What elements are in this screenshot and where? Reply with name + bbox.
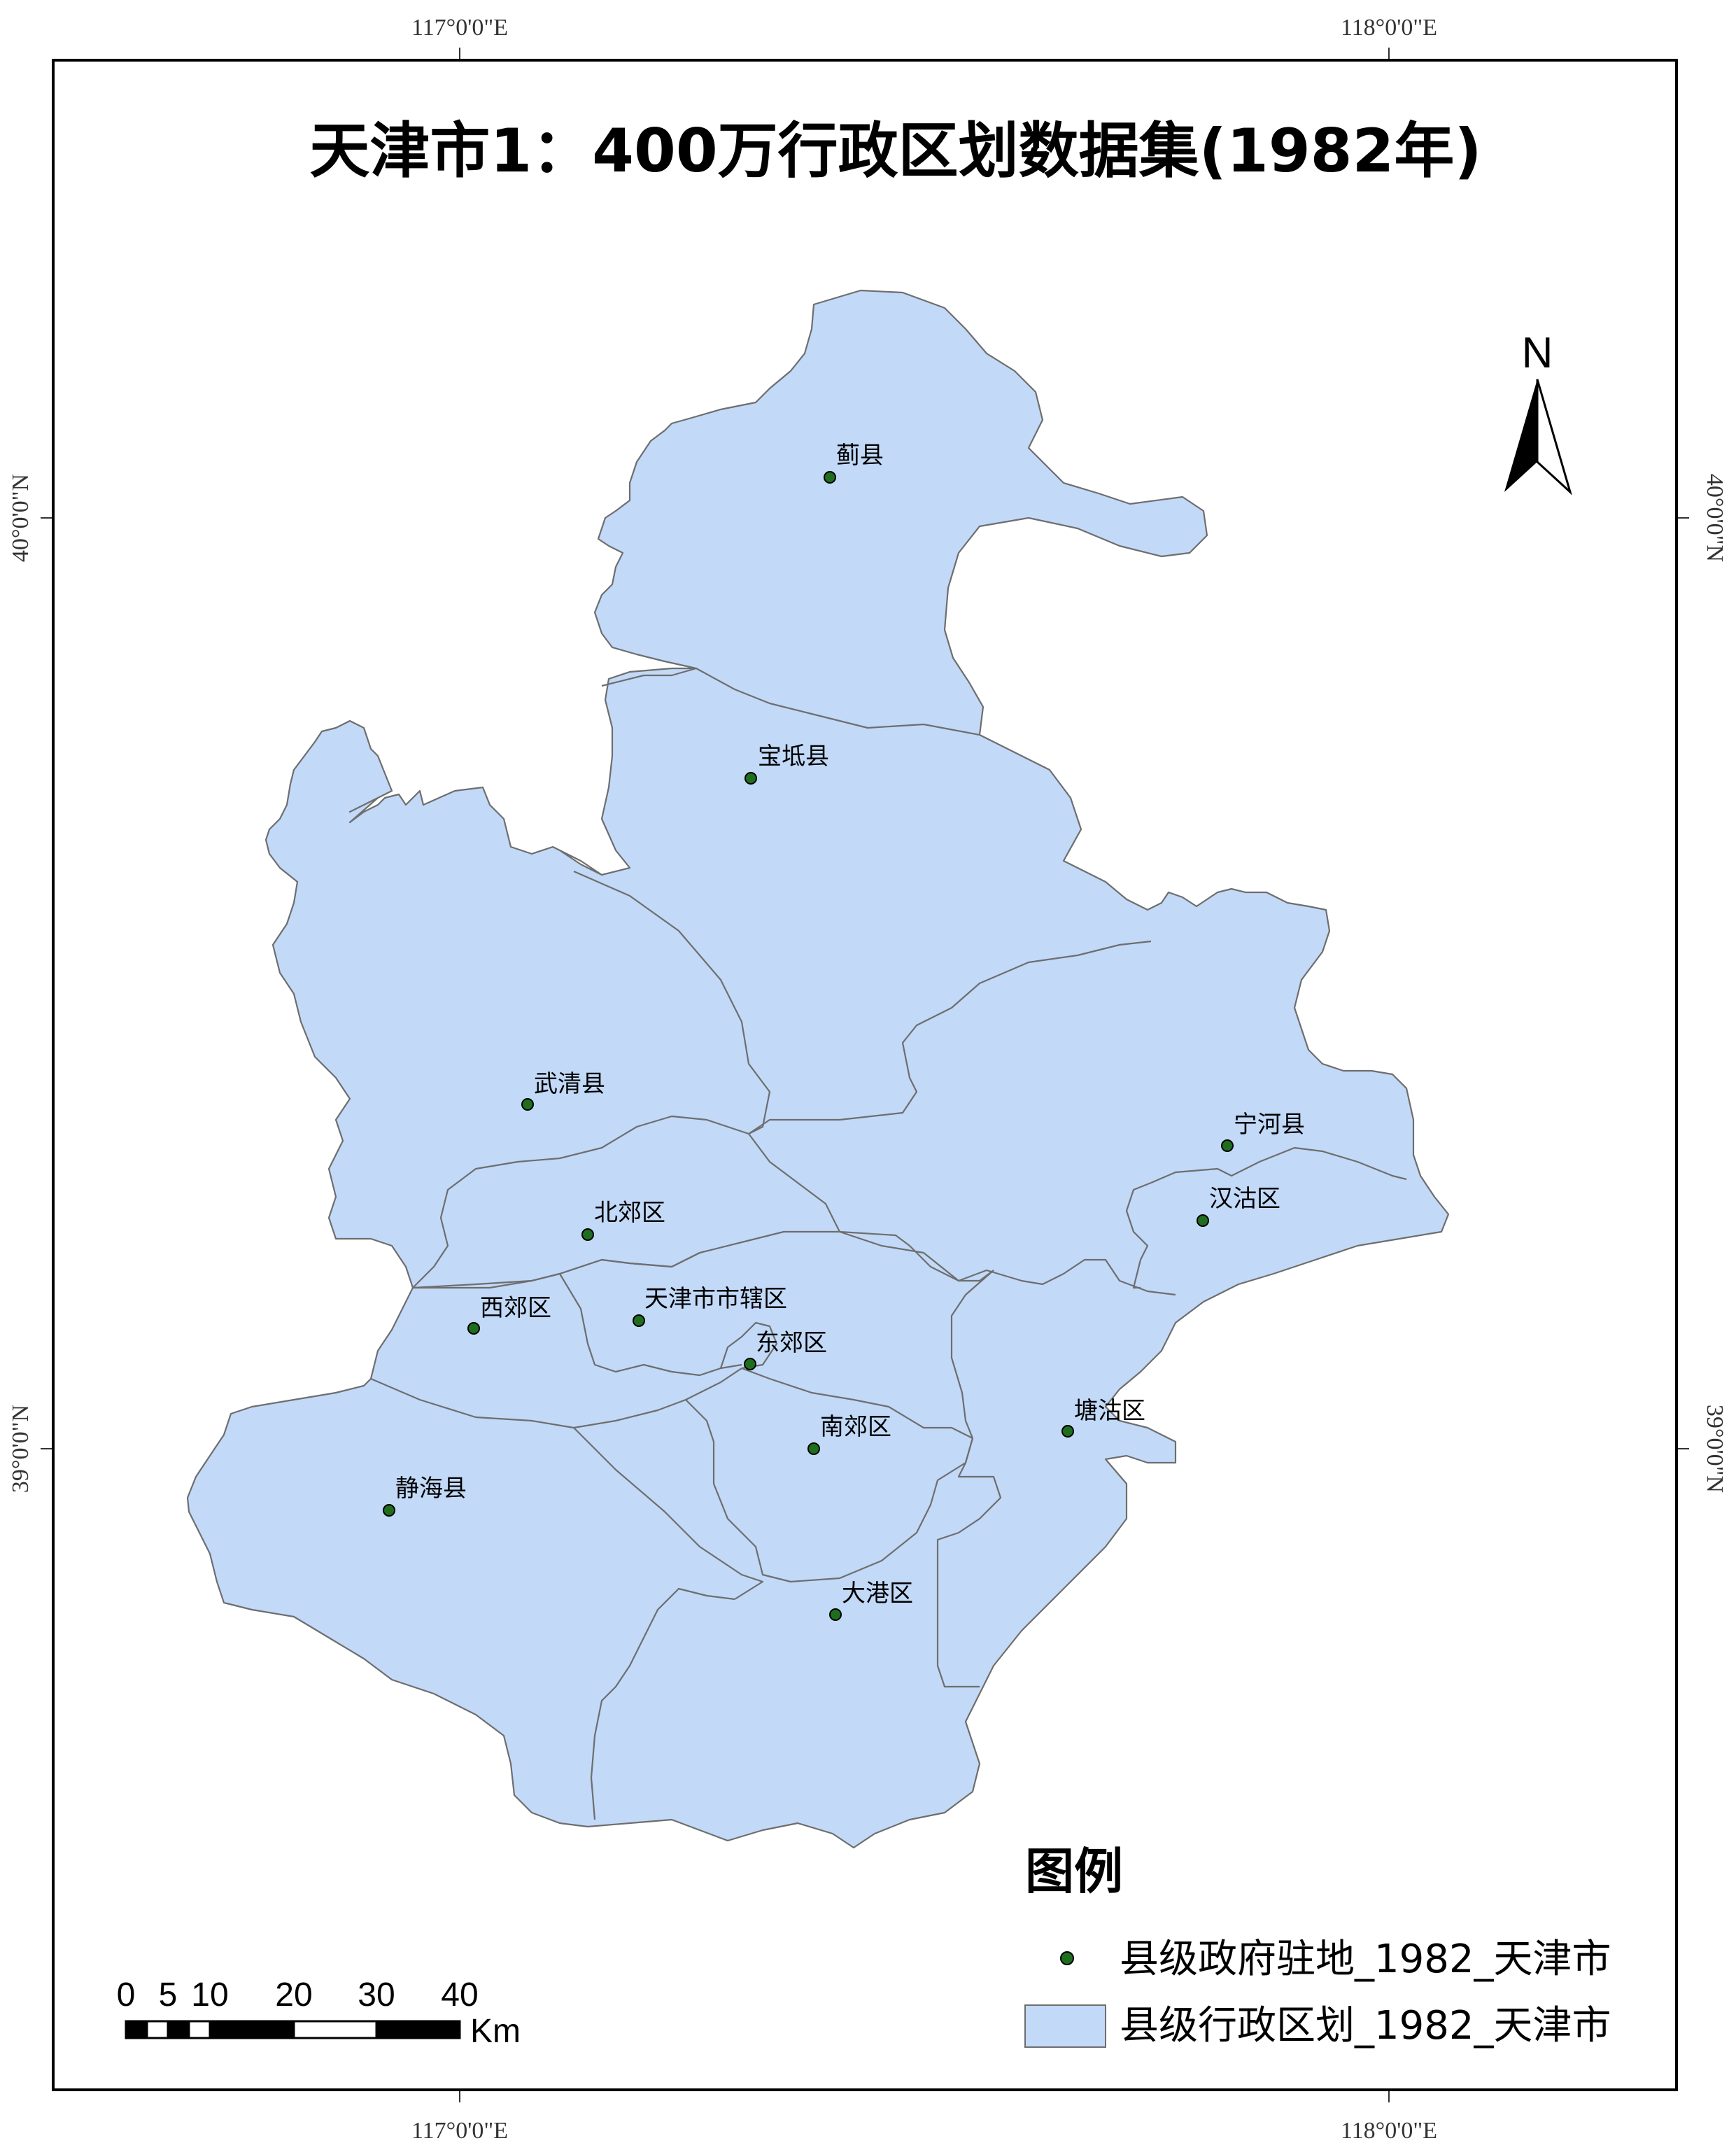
lat-label-right-39: 39°0'0"N bbox=[1702, 1405, 1728, 1493]
seat-beijiao[interactable]: 北郊区 bbox=[581, 1199, 665, 1241]
scale-bar-segments bbox=[125, 2020, 461, 2039]
seat-label: 北郊区 bbox=[594, 1199, 665, 1227]
legend-fill-label: 县级行政区划_1982_天津市 bbox=[1120, 2003, 1611, 2049]
map-frame bbox=[52, 59, 1678, 2091]
seat-dot bbox=[824, 471, 836, 484]
seat-label: 蓟县 bbox=[836, 442, 884, 470]
seat-dot bbox=[467, 1322, 480, 1335]
seat-hangu[interactable]: 汉沽区 bbox=[1197, 1185, 1280, 1227]
scale-label-0: 0 bbox=[117, 1976, 136, 2014]
seat-label: 天津市市辖区 bbox=[644, 1285, 787, 1313]
lon-label-top-117: 117°0'0"E bbox=[411, 15, 508, 41]
seat-label: 武清县 bbox=[534, 1070, 605, 1098]
legend-seat-symbol bbox=[1060, 1951, 1074, 1965]
legend-seat-label: 县级政府驻地_1982_天津市 bbox=[1120, 1937, 1611, 1982]
seat-dot bbox=[633, 1314, 645, 1327]
seat-dot bbox=[383, 1504, 395, 1517]
lon-label-bottom-117: 117°0'0"E bbox=[411, 2118, 508, 2144]
map-title: 天津市1：400万行政区划数据集(1982年) bbox=[309, 116, 1481, 186]
seat-label: 汉沽区 bbox=[1209, 1185, 1280, 1213]
seat-dot bbox=[829, 1608, 842, 1621]
seat-dongjiao[interactable]: 东郊区 bbox=[744, 1329, 827, 1370]
seat-tanggu[interactable]: 塘沽区 bbox=[1061, 1397, 1145, 1438]
internal-boundaries bbox=[370, 667, 1407, 1820]
scale-label-20: 20 bbox=[275, 1976, 312, 2014]
seat-dot bbox=[807, 1442, 820, 1455]
scale-label-40: 40 bbox=[441, 1976, 478, 2014]
north-arrow: N bbox=[1504, 329, 1572, 496]
seat-label: 西郊区 bbox=[480, 1294, 551, 1322]
seat-dot bbox=[1221, 1139, 1234, 1152]
legend-fill-symbol bbox=[1024, 2004, 1106, 2048]
north-label: N bbox=[1522, 329, 1553, 377]
seat-shixiaqu[interactable]: 天津市市辖区 bbox=[633, 1285, 787, 1327]
north-arrow-icon bbox=[1504, 379, 1572, 496]
seat-ninghe[interactable]: 宁河县 bbox=[1221, 1111, 1305, 1152]
graticule: 117°0'0"E 118°0'0"E 117°0'0"E 118°0'0"E … bbox=[8, 15, 1728, 2144]
seat-label: 静海县 bbox=[395, 1475, 467, 1503]
districts-layer bbox=[186, 289, 1450, 1849]
seat-label: 大港区 bbox=[842, 1580, 913, 1608]
scale-bar: 0 5 10 20 30 40 Km bbox=[117, 1976, 521, 2050]
legend: 图例 县级政府驻地_1982_天津市 县级行政区划_1982_天津市 bbox=[1024, 1843, 1611, 2049]
seat-dot bbox=[744, 1358, 756, 1370]
seat-dot bbox=[581, 1228, 594, 1241]
seat-label: 宁河县 bbox=[1234, 1111, 1305, 1139]
seat-label: 南郊区 bbox=[820, 1413, 891, 1441]
scale-unit: Km bbox=[470, 2013, 521, 2050]
county-seats-layer: 蓟县 宝坻县 武清县 宁河县 汉沽区 北郊区 西郊区 天津市市辖区 bbox=[383, 442, 1305, 1621]
scale-label-30: 30 bbox=[358, 1976, 395, 2014]
seat-jixian[interactable]: 蓟县 bbox=[824, 442, 884, 484]
lat-label-left-40: 40°0'0"N bbox=[8, 474, 34, 562]
seat-dot bbox=[1197, 1214, 1209, 1227]
seat-xijiao[interactable]: 西郊区 bbox=[467, 1294, 551, 1335]
seat-baodi[interactable]: 宝坻县 bbox=[744, 743, 829, 785]
seat-dot bbox=[744, 772, 757, 785]
seat-label: 东郊区 bbox=[756, 1329, 827, 1357]
lon-label-bottom-118: 118°0'0"E bbox=[1341, 2118, 1437, 2144]
seat-nanjiao[interactable]: 南郊区 bbox=[807, 1413, 891, 1455]
scale-label-10: 10 bbox=[191, 1976, 228, 2014]
seat-dot bbox=[521, 1098, 534, 1111]
legend-title: 图例 bbox=[1025, 1843, 1123, 1900]
seat-dot bbox=[1061, 1425, 1074, 1438]
seat-jinghai[interactable]: 静海县 bbox=[383, 1475, 467, 1517]
seat-label: 宝坻县 bbox=[758, 743, 829, 771]
seat-wuqing[interactable]: 武清县 bbox=[521, 1070, 605, 1111]
lat-label-left-39: 39°0'0"N bbox=[8, 1405, 34, 1493]
lon-label-top-118: 118°0'0"E bbox=[1341, 15, 1437, 41]
seat-dagang[interactable]: 大港区 bbox=[829, 1580, 913, 1621]
scale-label-5: 5 bbox=[159, 1976, 178, 2014]
tianjin-outline bbox=[186, 289, 1450, 1849]
seat-label: 塘沽区 bbox=[1074, 1397, 1145, 1425]
lat-label-right-40: 40°0'0"N bbox=[1702, 474, 1728, 562]
